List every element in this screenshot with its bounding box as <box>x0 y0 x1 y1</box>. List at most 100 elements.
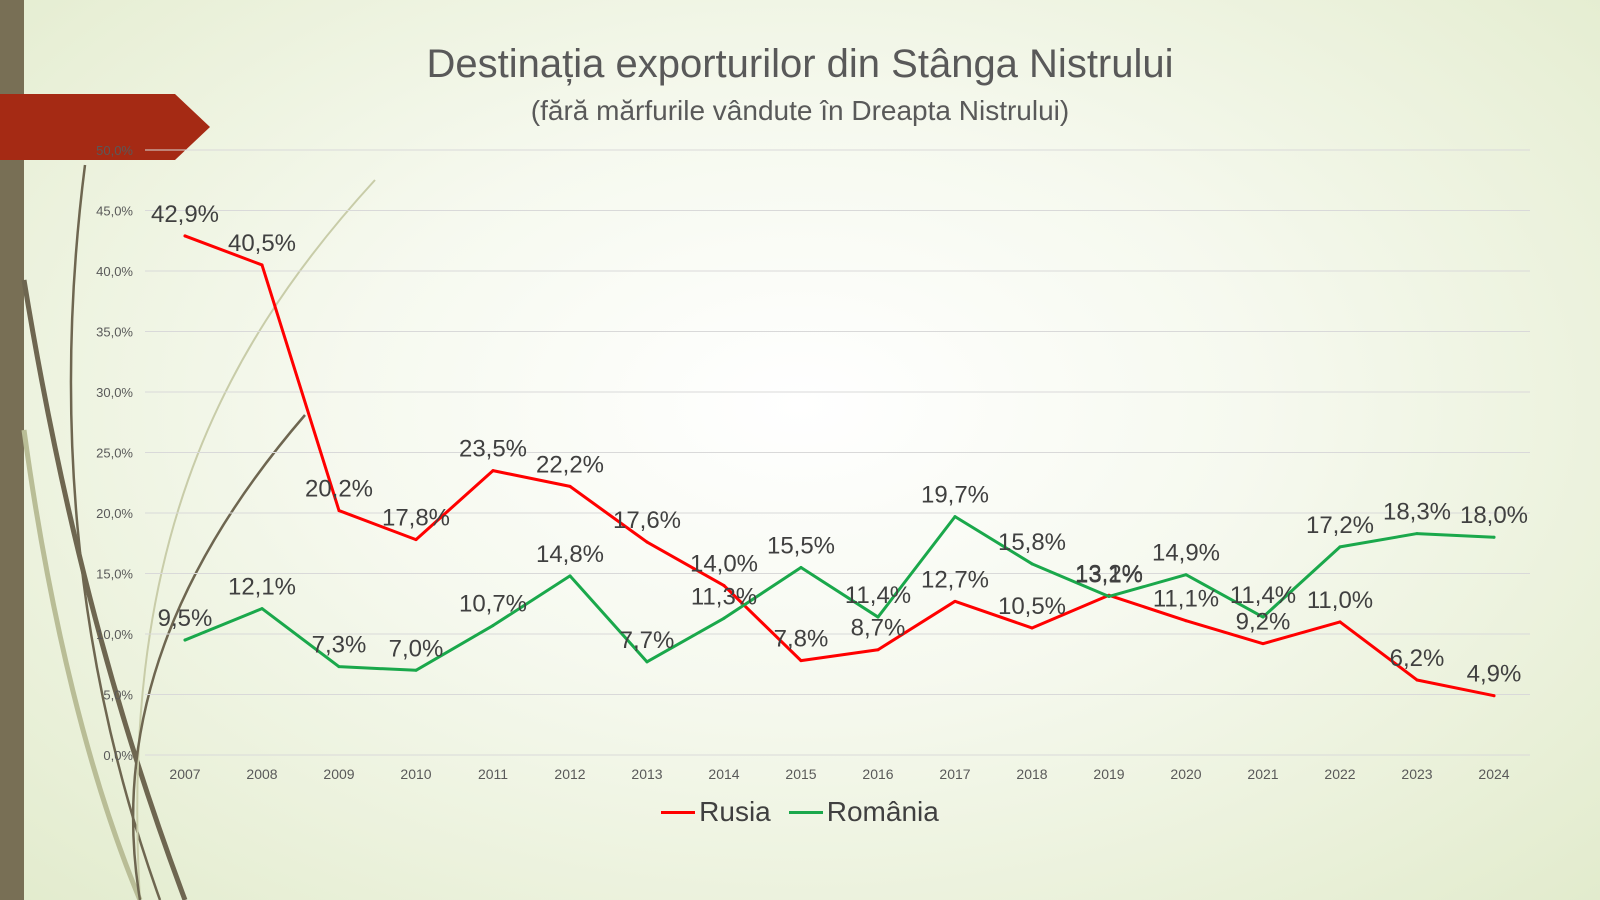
data-point-romania <box>953 515 957 519</box>
data-point-rusia <box>1415 678 1419 682</box>
x-tick-label: 2012 <box>554 766 585 782</box>
data-label-rusia: 4,9% <box>1467 661 1522 688</box>
decorative-curves <box>21 164 376 900</box>
data-point-romania <box>568 574 572 578</box>
data-point-rusia <box>1184 619 1188 623</box>
data-point-rusia <box>876 648 880 652</box>
data-label-rusia: 9,2% <box>1236 609 1291 636</box>
chart-legend: Rusia România <box>0 796 1600 828</box>
data-label-romania: 9,5% <box>158 605 213 632</box>
legend-swatch-romania <box>788 810 823 814</box>
data-label-romania: 13,1% <box>1075 561 1143 588</box>
data-label-rusia: 40,5% <box>228 230 296 257</box>
data-point-romania <box>260 607 264 611</box>
data-point-rusia <box>414 538 418 542</box>
y-tick-label: 15,0% <box>96 567 133 582</box>
series-line-romania <box>183 515 1496 672</box>
data-point-romania <box>1338 545 1342 549</box>
data-label-romania: 19,7% <box>921 482 989 509</box>
data-point-romania <box>491 624 495 628</box>
data-point-rusia <box>1261 642 1265 646</box>
data-label-rusia: 10,5% <box>998 593 1066 620</box>
data-point-rusia <box>1338 620 1342 624</box>
data-point-rusia <box>1492 694 1496 698</box>
data-label-rusia: 12,7% <box>921 566 989 593</box>
data-point-romania <box>1492 535 1496 539</box>
legend-item-rusia[interactable]: Rusia <box>661 796 771 828</box>
data-label-rusia: 7,8% <box>774 626 829 653</box>
y-tick-label: 45,0% <box>96 204 133 219</box>
x-tick-label: 2018 <box>1016 766 1047 782</box>
data-point-rusia <box>645 540 649 544</box>
data-point-romania <box>337 665 341 669</box>
x-tick-label: 2010 <box>400 766 431 782</box>
y-tick-label: 35,0% <box>96 325 133 340</box>
chart-subtitle: (fără mărfurile vândute în Dreapta Nistr… <box>530 95 1070 126</box>
series-line-rusia <box>183 234 1496 698</box>
data-labels: 42,9% 40,5% 20,2% 17,8% 23,5% 22,2% 17,6% 14,0%… <box>151 201 1528 688</box>
grid-lines <box>145 149 1530 756</box>
data-label-rusia: 8,7% <box>851 615 906 642</box>
x-tick-label: 2007 <box>169 766 200 782</box>
y-tick-label: 0,0% <box>103 748 133 763</box>
data-label-romania: 12,1% <box>228 574 296 601</box>
data-label-romania: 14,8% <box>536 541 604 568</box>
data-label-romania: 15,5% <box>767 532 835 559</box>
data-point-romania <box>1030 562 1034 566</box>
x-tick-label: 2008 <box>246 766 277 782</box>
x-tick-label: 2011 <box>478 766 508 782</box>
data-label-rusia: 14,0% <box>690 551 758 578</box>
data-point-romania <box>1261 615 1265 619</box>
x-tick-label: 2023 <box>1401 766 1432 782</box>
x-tick-label: 2020 <box>1170 766 1201 782</box>
data-label-romania: 14,9% <box>1152 540 1220 567</box>
legend-label-romania: România <box>826 796 939 827</box>
x-tick-label: 2016 <box>862 766 893 782</box>
accent-tab <box>0 94 210 160</box>
data-label-rusia: 6,2% <box>1390 645 1445 672</box>
data-point-rusia <box>568 484 572 488</box>
y-tick-label: 50,0% <box>96 143 133 158</box>
x-tick-label: 2022 <box>1324 766 1355 782</box>
data-point-rusia <box>337 509 341 513</box>
data-label-romania: 11,3% <box>691 583 757 610</box>
y-tick-label: 5,0% <box>103 688 133 703</box>
data-label-rusia: 11,0% <box>1307 587 1373 614</box>
data-point-romania <box>645 660 649 664</box>
x-tick-label: 2013 <box>631 766 662 782</box>
data-label-romania: 7,0% <box>389 635 444 662</box>
data-point-romania <box>799 565 803 569</box>
data-point-romania <box>1184 573 1188 577</box>
data-point-romania <box>722 616 726 620</box>
chart-title: Destinația exporturilor din Stânga Nistr… <box>426 42 1174 86</box>
data-point-romania <box>1107 594 1111 598</box>
x-tick-label: 2015 <box>785 766 816 782</box>
data-label-rusia: 20,2% <box>305 476 373 503</box>
data-label-rusia: 17,6% <box>613 507 681 534</box>
data-label-romania: 7,3% <box>312 632 367 659</box>
data-label-romania: 7,7% <box>620 627 675 654</box>
y-tick-label: 40,0% <box>96 264 133 279</box>
data-point-rusia <box>183 234 187 238</box>
data-point-romania <box>183 638 187 642</box>
data-point-rusia <box>491 469 495 473</box>
data-label-romania: 18,0% <box>1460 502 1528 529</box>
legend-swatch-rusia <box>661 810 696 814</box>
data-label-rusia: 42,9% <box>151 201 219 228</box>
x-tick-label: 2021 <box>1247 766 1278 782</box>
data-point-rusia <box>1030 626 1034 630</box>
data-point-romania <box>876 615 880 619</box>
data-label-romania: 15,8% <box>998 529 1066 556</box>
data-label-romania: 11,4% <box>1230 582 1296 609</box>
data-point-romania <box>1415 532 1419 536</box>
y-tick-label: 10,0% <box>96 627 133 642</box>
x-tick-label: 2017 <box>939 766 970 782</box>
data-label-romania: 10,7% <box>459 591 527 618</box>
y-tick-label: 30,0% <box>96 385 133 400</box>
legend-item-romania[interactable]: România <box>788 796 939 828</box>
data-point-rusia <box>260 263 264 267</box>
data-point-romania <box>414 668 418 672</box>
data-point-rusia <box>799 659 803 663</box>
data-label-rusia: 13,2% <box>1075 560 1143 587</box>
